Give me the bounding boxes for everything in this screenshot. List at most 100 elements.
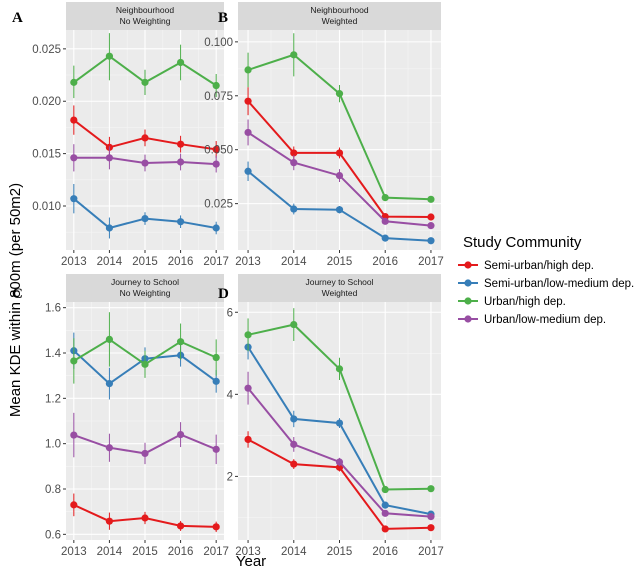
- data-point: [105, 154, 114, 162]
- data-point: [212, 224, 220, 232]
- data-point: [176, 431, 185, 439]
- panel-letter: B: [218, 10, 228, 26]
- data-point: [244, 435, 252, 444]
- legend-title: Study Community: [463, 234, 582, 251]
- facet-strip-label: Neighbourhood: [116, 5, 174, 15]
- data-point: [70, 154, 78, 162]
- data-point: [335, 149, 344, 157]
- x-tick-label: 2014: [97, 256, 123, 268]
- series-semi-urban-low-medium-dep-: [244, 161, 435, 245]
- data-point: [244, 331, 252, 339]
- data-point: [70, 501, 78, 509]
- data-point: [176, 58, 185, 67]
- data-point: [105, 444, 114, 452]
- data-point: [212, 445, 220, 453]
- data-point: [212, 523, 220, 531]
- data-point: [105, 335, 114, 343]
- data-point: [381, 193, 389, 202]
- x-tick-label: 2017: [203, 546, 229, 558]
- facet-strip-label: Weighted: [322, 288, 358, 298]
- data-point: [244, 384, 252, 392]
- y-tick-label: 0.100: [204, 37, 233, 49]
- data-point: [105, 224, 114, 232]
- y-tick-label: 0.8: [45, 484, 61, 496]
- data-point: [335, 463, 344, 471]
- data-point: [212, 145, 220, 154]
- data-point: [141, 449, 149, 458]
- data-point: [141, 134, 149, 142]
- data-point: [381, 501, 389, 509]
- series-semi-urban-low-medium-dep-: [70, 184, 220, 239]
- data-point: [290, 205, 298, 213]
- legend-label: Semi-urban/low-medium dep.: [484, 278, 634, 290]
- x-tick-label: 2015: [132, 256, 158, 268]
- data-point: [290, 51, 298, 59]
- x-tick-label: 2017: [203, 256, 229, 268]
- facet-strip-label: No Weighting: [120, 16, 171, 26]
- x-tick-label: 2014: [97, 546, 123, 558]
- legend-key-point: [464, 315, 472, 323]
- data-point: [176, 218, 185, 226]
- data-point: [176, 140, 185, 148]
- data-point: [105, 52, 114, 60]
- x-tick-label: 2013: [235, 256, 261, 268]
- facet-strip: [66, 274, 224, 302]
- data-point: [141, 78, 149, 86]
- legend-entry: Urban/low-medium dep.: [458, 314, 606, 326]
- x-tick-label: 2015: [327, 256, 353, 268]
- facet-strip-label: No Weighting: [120, 288, 171, 298]
- y-tick-label: 0.050: [204, 145, 233, 157]
- data-point: [335, 171, 344, 180]
- data-point: [176, 522, 185, 530]
- panel-letter: C: [12, 286, 23, 302]
- data-point: [427, 222, 435, 230]
- series-urban-high-dep-: [244, 33, 435, 203]
- x-tick-label: 2014: [281, 546, 307, 558]
- series-urban-low-medium-dep-: [244, 371, 435, 521]
- data-point: [105, 380, 114, 388]
- legend-label: Urban/low-medium dep.: [484, 314, 606, 326]
- y-tick-label: 1.4: [45, 348, 62, 360]
- data-point: [70, 195, 78, 203]
- data-point: [335, 458, 344, 466]
- y-tick-label: 2: [227, 471, 233, 483]
- data-point: [335, 206, 344, 214]
- data-point: [244, 66, 252, 74]
- data-point: [381, 217, 389, 225]
- data-point: [244, 97, 252, 105]
- legend-entry: Semi-urban/low-medium dep.: [458, 278, 634, 290]
- series-semi-urban-high-dep-: [70, 493, 220, 533]
- x-tick-label: 2015: [327, 546, 353, 558]
- data-point: [176, 338, 185, 346]
- x-tick-label: 2016: [168, 256, 194, 268]
- x-tick-label: 2016: [372, 546, 398, 558]
- data-point: [244, 128, 252, 137]
- y-tick-label: 0.015: [32, 149, 61, 161]
- series-urban-low-medium-dep-: [70, 144, 220, 173]
- data-point: [290, 159, 298, 167]
- legend-label: Semi-urban/high dep.: [484, 260, 594, 272]
- data-point: [427, 213, 435, 221]
- legend-entry: Semi-urban/high dep.: [458, 260, 594, 272]
- x-tick-label: 2013: [235, 546, 261, 558]
- data-point: [70, 116, 78, 124]
- data-point: [335, 365, 344, 373]
- data-point: [290, 149, 298, 157]
- legend: Study Community Semi-urban/high dep. Semi…: [458, 234, 634, 326]
- data-point: [381, 525, 389, 533]
- data-point: [141, 159, 149, 167]
- data-point: [141, 514, 149, 522]
- series-urban-high-dep-: [244, 308, 435, 494]
- y-tick-label: 0.025: [32, 44, 61, 56]
- data-point: [427, 485, 435, 493]
- data-point: [70, 431, 78, 439]
- data-point: [212, 81, 220, 90]
- data-point: [427, 237, 435, 245]
- data-point: [427, 524, 435, 532]
- panel-letter: A: [12, 10, 23, 26]
- data-point: [70, 78, 78, 86]
- x-axis-title: Year: [236, 553, 266, 570]
- data-point: [381, 234, 389, 242]
- data-point: [105, 517, 114, 525]
